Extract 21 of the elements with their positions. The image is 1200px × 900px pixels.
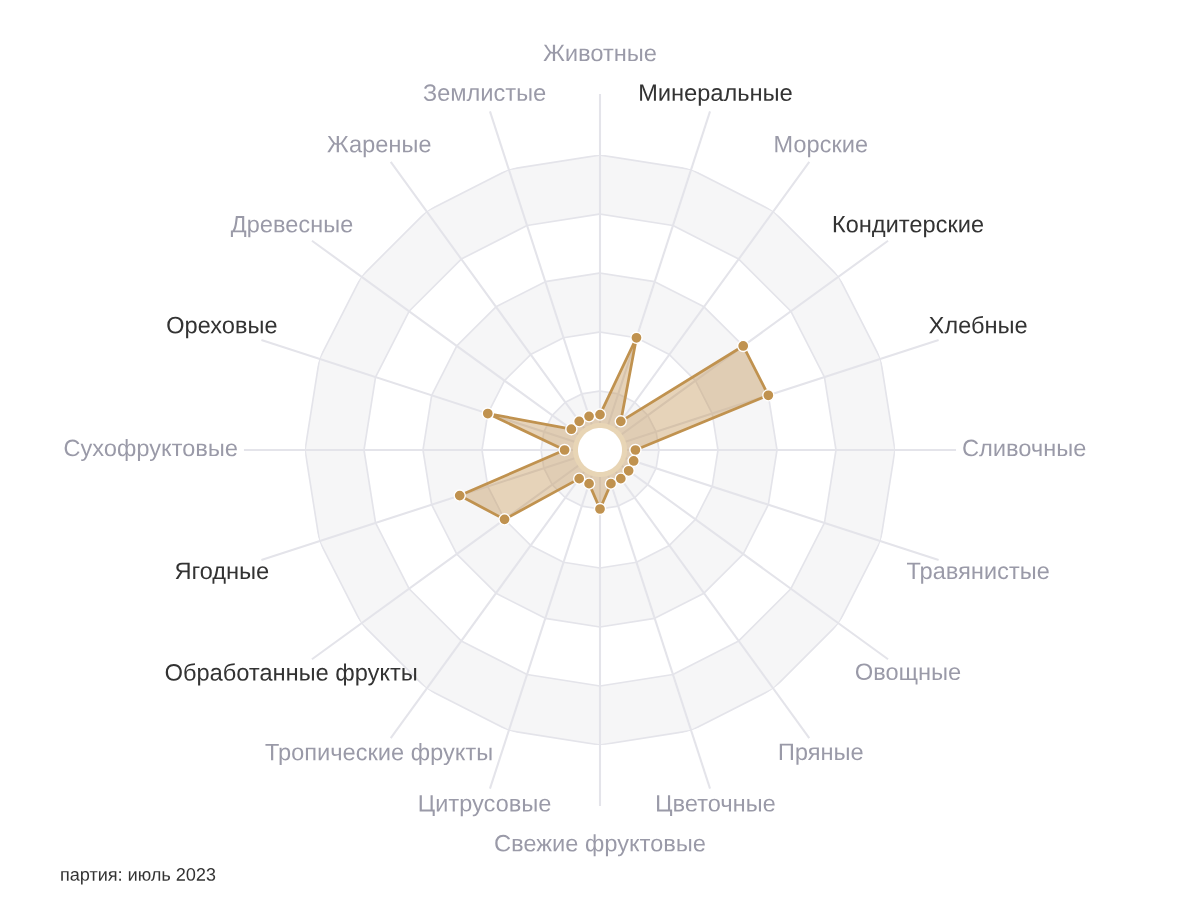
spoke-label: Цитрусовые xyxy=(419,795,551,817)
spoke-label: Кондитерские xyxy=(833,216,984,238)
spoke-label: Ягодные xyxy=(175,562,269,584)
spoke-label: Овощные xyxy=(855,663,961,685)
spoke-label: Минеральные xyxy=(640,84,792,106)
spoke-label: Пряные xyxy=(779,743,863,765)
spoke-label: Жареные xyxy=(327,136,431,158)
spoke-label: Обработанные фрукты xyxy=(165,663,417,686)
spoke-label: Травянистые xyxy=(906,562,1049,584)
spoke-label: Морские xyxy=(775,136,868,158)
spoke-label: Сухофруктовые xyxy=(64,438,237,461)
spoke-label: Землистые xyxy=(423,84,546,102)
spoke-label: Свежие фруктовые xyxy=(495,834,705,857)
spoke-label: Хлебные xyxy=(929,315,1027,334)
spoke-label: Сливочные xyxy=(963,439,1086,457)
spoke-label: Тропические фрукты xyxy=(265,743,492,766)
spoke-label: Древесные xyxy=(230,216,353,238)
text: партия: июль 2023 xyxy=(61,868,216,885)
spoke-label: Ореховые xyxy=(167,316,277,339)
spoke-label: Цветочные xyxy=(657,795,775,817)
spoke-label: Животные xyxy=(543,44,656,62)
